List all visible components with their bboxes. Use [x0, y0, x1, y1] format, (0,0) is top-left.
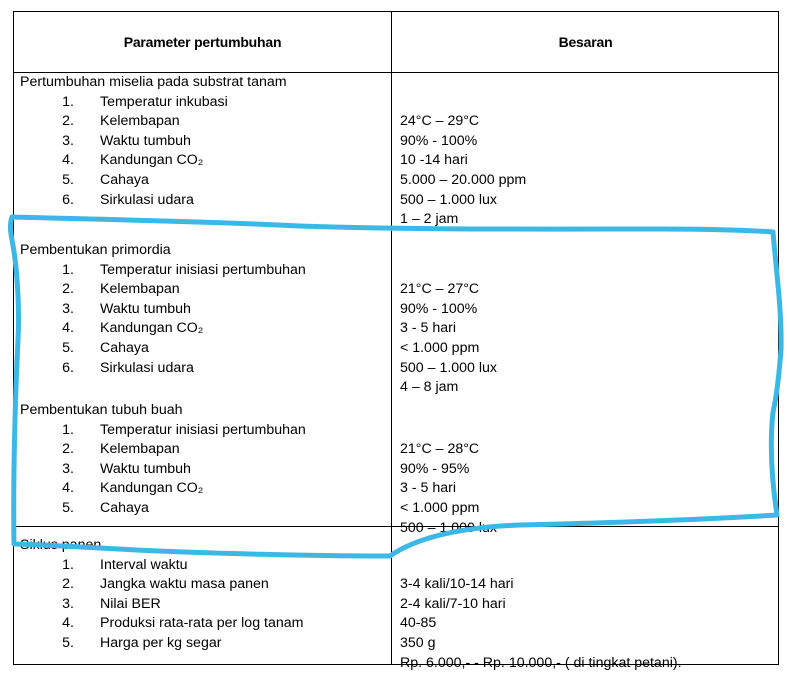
item-label: Cahaya: [100, 340, 149, 356]
item-value: 90% - 95%: [400, 460, 470, 477]
item-number: 1.: [62, 556, 74, 573]
item-number: 3.: [62, 132, 74, 149]
item-number: 2.: [62, 113, 74, 130]
item-label: Kelembapan: [100, 113, 180, 130]
item-label: Kandungan CO₂: [100, 320, 204, 337]
item-number: 5.: [62, 635, 74, 651]
item-number: 3.: [62, 595, 74, 612]
section-title: Pembentukan tubuh buah: [20, 402, 183, 418]
item-number: 6.: [62, 359, 74, 376]
item-label: Temperatur inkubasi: [100, 93, 228, 110]
item-value: 500 – 1.000 lux: [400, 359, 498, 376]
item-value: 24°C – 29°C: [400, 113, 480, 130]
item-number: 1.: [62, 93, 74, 110]
item-number: 2.: [62, 281, 74, 298]
item-value: 500 – 1.000 lux: [400, 519, 498, 536]
section-divider: [14, 526, 778, 527]
header-parameter: Parameter pertumbuhan: [123, 34, 282, 50]
item-value: 4 – 8 jam: [400, 379, 459, 396]
item-label: Jangka waktu masa panen: [100, 576, 269, 593]
column-divider: [391, 12, 392, 664]
item-value: 90% - 100%: [400, 300, 478, 317]
item-value: 1 – 2 jam: [400, 211, 459, 228]
item-label: Cahaya: [100, 172, 149, 188]
item-label: Harga per kg segar: [100, 635, 222, 651]
item-value: < 1.000 ppm: [400, 500, 480, 516]
item-label: Sirkulasi udara: [100, 191, 194, 208]
item-value: Rp. 6.000,- - Rp. 10.000,- ( di tingkat …: [400, 654, 682, 671]
section-title: Siklus panen: [20, 537, 102, 553]
item-value: < 1.000 ppm: [400, 340, 480, 356]
item-value: 10 -14 hari: [400, 152, 468, 169]
item-value: 3 - 5 hari: [400, 320, 456, 337]
item-number: 1.: [62, 261, 74, 278]
item-number: 4.: [62, 320, 74, 337]
item-value: 5.000 – 20.000 ppm: [400, 172, 527, 188]
header-value: Besaran: [558, 34, 613, 50]
item-label: Interval waktu: [100, 556, 188, 573]
item-value: 3-4 kali/10-14 hari: [400, 576, 514, 593]
item-label: Produksi rata-rata per log tanam: [100, 615, 304, 632]
item-number: 4.: [62, 480, 74, 497]
item-number: 1.: [62, 421, 74, 438]
parameter-table: Parameter pertumbuhan Besaran Pertumbuha…: [13, 11, 779, 671]
item-number: 5.: [62, 500, 74, 516]
header-divider: [14, 72, 778, 73]
item-label: Kandungan CO₂: [100, 152, 204, 169]
item-number: 3.: [62, 460, 74, 477]
item-label: Waktu tumbuh: [100, 132, 191, 149]
item-label: Temperatur inisiasi pertumbuhan: [100, 421, 306, 438]
item-label: Nilai BER: [100, 595, 161, 612]
item-value: 3 - 5 hari: [400, 480, 456, 497]
item-value: 500 – 1.000 lux: [400, 191, 498, 208]
section-title: Pembentukan primordia: [20, 242, 171, 258]
item-number: 4.: [62, 615, 74, 632]
item-value: 90% - 100%: [400, 132, 478, 149]
item-value: 21°C – 28°C: [400, 441, 480, 458]
item-label: Kandungan CO₂: [100, 480, 204, 497]
item-label: Waktu tumbuh: [100, 300, 191, 317]
item-value: 350 g: [400, 635, 436, 651]
item-label: Waktu tumbuh: [100, 460, 191, 477]
item-number: 2.: [62, 441, 74, 458]
item-label: Cahaya: [100, 500, 149, 516]
item-number: 4.: [62, 152, 74, 169]
item-value: 40-85: [400, 615, 437, 632]
item-label: Kelembapan: [100, 281, 180, 298]
item-number: 5.: [62, 172, 74, 188]
item-number: 5.: [62, 340, 74, 356]
item-label: Temperatur inisiasi pertumbuhan: [100, 261, 306, 278]
item-number: 3.: [62, 300, 74, 317]
item-label: Kelembapan: [100, 441, 180, 458]
item-number: 6.: [62, 191, 74, 208]
item-value: 2-4 kali/7-10 hari: [400, 595, 506, 612]
item-label: Sirkulasi udara: [100, 359, 194, 376]
item-value: 21°C – 27°C: [400, 281, 480, 298]
section-title: Pertumbuhan miselia pada substrat tanam: [20, 74, 287, 90]
item-number: 2.: [62, 576, 74, 593]
